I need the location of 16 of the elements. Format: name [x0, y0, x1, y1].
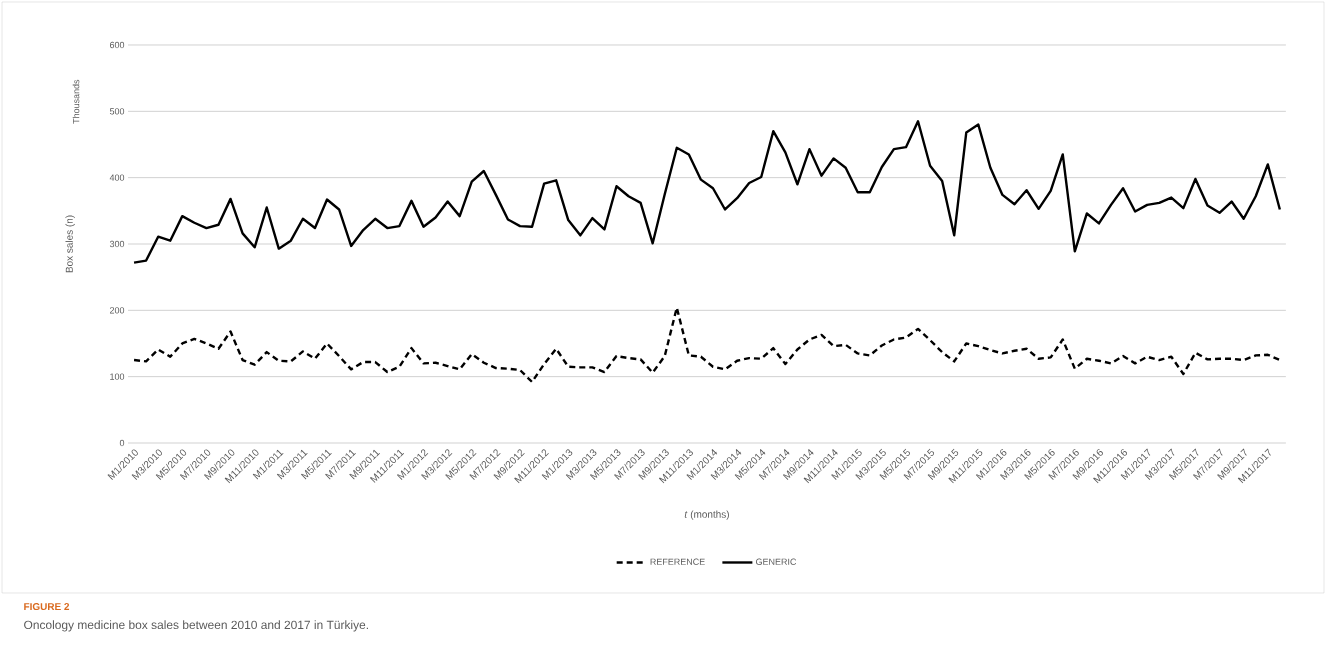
y-tick-label: 500 — [109, 108, 125, 115]
y-tick-label: 300 — [109, 240, 125, 248]
caption: FIGURE 2 — [24, 603, 70, 611]
line-series — [132, 306, 1282, 384]
y-tick-label: 400 — [109, 174, 125, 181]
text: Thousands — [72, 79, 80, 124]
text: Oncology medicine box sales between 2010 and 2017 in Türkiye. — [24, 620, 368, 632]
y-tick-label: 0 — [119, 439, 125, 447]
legend-label: GENERIC — [756, 558, 797, 565]
x-axis-title: t (months) — [684, 510, 729, 520]
y-tick-label: 100 — [110, 373, 125, 380]
legend-label: REFERENCE — [650, 558, 705, 565]
y-tick-label: 600 — [109, 41, 125, 49]
y-tick-label: 200 — [109, 307, 125, 314]
line-series — [132, 120, 1282, 264]
y-axis-title: Box sales (n) — [65, 215, 75, 273]
